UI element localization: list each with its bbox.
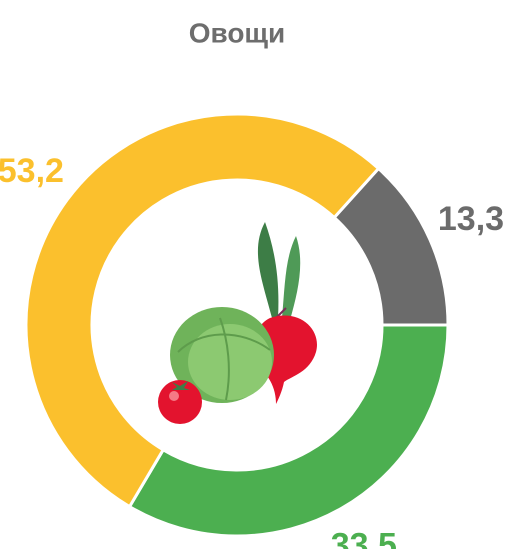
chart-title: Овощи: [189, 17, 286, 48]
donut-slice: [24, 112, 381, 509]
value-label: 53,2: [0, 152, 64, 190]
vegetables-illustration: [158, 222, 317, 424]
donut: [24, 112, 450, 538]
value-label: 33,5: [331, 526, 397, 549]
donut-slice: [127, 323, 450, 538]
value-labels: 13,3 33,5 53,2: [0, 152, 504, 549]
value-label: 13,3: [438, 200, 504, 238]
